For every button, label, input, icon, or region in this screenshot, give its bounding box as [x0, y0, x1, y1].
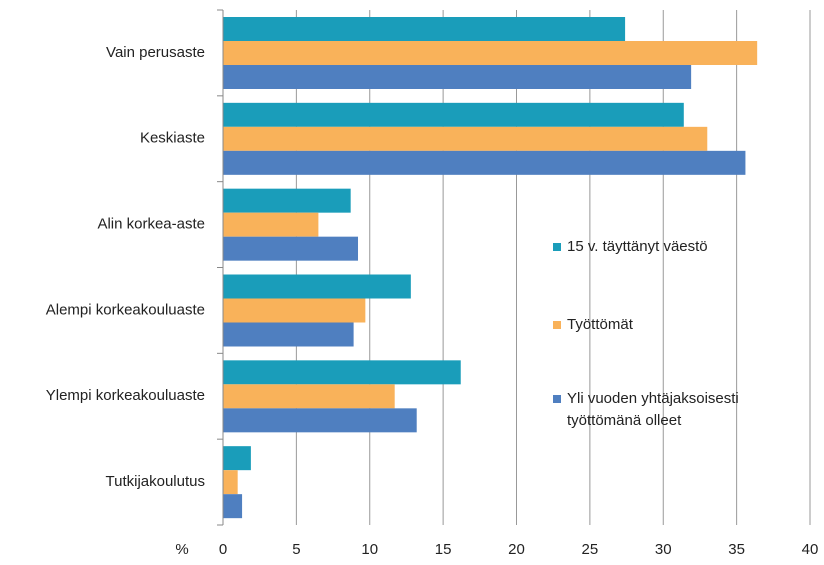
bar — [223, 126, 708, 151]
x-tick-label: 30 — [655, 541, 672, 558]
y-tick-label: Tutkijakoulutus — [106, 473, 206, 490]
bar — [223, 102, 684, 127]
legend-label: Yli vuoden yhtäjaksoisesti työttömänä ol… — [567, 390, 739, 429]
x-tick-label: 35 — [728, 541, 745, 558]
x-axis-label: % — [175, 541, 188, 558]
bar — [223, 446, 251, 471]
x-tick-label: 40 — [802, 541, 819, 558]
x-tick-label: 25 — [582, 541, 599, 558]
y-tick-label: Alin korkea-aste — [97, 216, 205, 233]
bar — [223, 212, 319, 237]
legend-label: 15 v. täyttänyt väestö — [567, 238, 708, 255]
y-tick-label: Alempi korkeakouluaste — [46, 301, 205, 318]
x-tick-label: 20 — [508, 541, 525, 558]
legend-item: 15 v. täyttänyt väestö — [553, 236, 787, 258]
legend-swatch — [553, 395, 561, 403]
bar — [223, 274, 411, 299]
legend-swatch — [553, 243, 561, 251]
bar — [223, 494, 243, 519]
bar — [223, 360, 461, 385]
bar — [223, 298, 366, 323]
x-tick-label: 15 — [435, 541, 452, 558]
y-tick-label: Keskiaste — [140, 130, 205, 147]
bar — [223, 384, 395, 409]
legend-item: Työttömät — [553, 314, 787, 336]
x-tick-label: 10 — [361, 541, 378, 558]
bar — [223, 17, 626, 41]
bar — [223, 65, 692, 89]
x-tick-label: 0 — [219, 541, 227, 558]
legend-item: Yli vuoden yhtäjaksoisesti työttömänä ol… — [553, 388, 787, 432]
bar — [223, 408, 417, 433]
bar — [223, 322, 354, 347]
bar — [223, 470, 238, 495]
bar — [223, 150, 746, 175]
bar — [223, 188, 351, 213]
x-tick-label: 5 — [292, 541, 300, 558]
y-tick-label: Ylempi korkeakouluaste — [46, 387, 205, 404]
legend-swatch — [553, 321, 561, 329]
bar — [223, 236, 359, 261]
bar — [223, 41, 758, 65]
y-tick-label: Vain perusaste — [106, 44, 205, 61]
legend-label: Työttömät — [567, 316, 633, 333]
